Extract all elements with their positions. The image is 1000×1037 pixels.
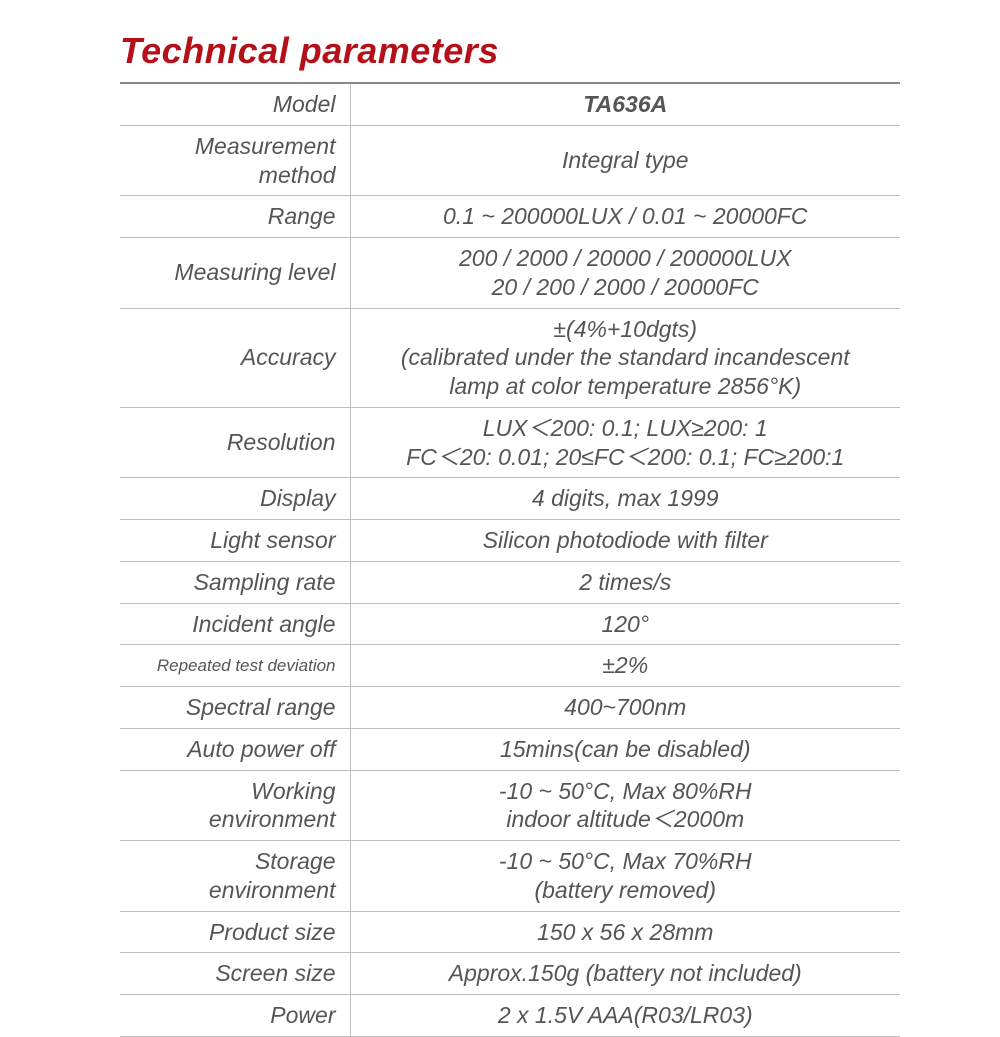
row-label: Accuracy (120, 308, 350, 407)
row-value-line: LUX＜200: 0.1; LUX≥200: 1 (365, 414, 887, 443)
row-value-line: Integral type (365, 146, 887, 175)
row-label: Product size (120, 911, 350, 953)
row-value: -10 ~ 50°C, Max 80%RHindoor altitude＜200… (350, 770, 900, 841)
row-value: 4 digits, max 1999 (350, 478, 900, 520)
row-label: Resolution (120, 407, 350, 478)
row-value: 2 x 1.5V AAA(R03/LR03) (350, 995, 900, 1037)
row-value-line: 2 times/s (365, 568, 887, 597)
table-row: Product size 150 x 56 x 28mm (120, 911, 900, 953)
row-label: Display (120, 478, 350, 520)
table-row: Power 2 x 1.5V AAA(R03/LR03) (120, 995, 900, 1037)
row-value-line: (battery removed) (365, 876, 887, 905)
row-value-line: 120° (365, 610, 887, 639)
row-value: TA636A (350, 83, 900, 125)
table-row: Measurement method Integral type (120, 125, 900, 196)
row-label: Working environment (120, 770, 350, 841)
row-value-line: ±2% (365, 651, 887, 680)
row-label: Sampling rate (120, 561, 350, 603)
row-label: Auto power off (120, 728, 350, 770)
row-label: Light sensor (120, 520, 350, 562)
table-row: Incident angle 120° (120, 603, 900, 645)
table-row: Measuring level200 / 2000 / 20000 / 2000… (120, 238, 900, 309)
row-label: Storage environment (120, 841, 350, 912)
row-value: 200 / 2000 / 20000 / 200000LUX20 / 200 /… (350, 238, 900, 309)
table-row: Storage environment-10 ~ 50°C, Max 70%RH… (120, 841, 900, 912)
row-value-line: -10 ~ 50°C, Max 70%RH (365, 847, 887, 876)
row-value-line: -10 ~ 50°C, Max 80%RH (365, 777, 887, 806)
row-value-line: 2 x 1.5V AAA(R03/LR03) (365, 1001, 887, 1030)
row-value: ±(4%+10dgts)(calibrated under the standa… (350, 308, 900, 407)
table-row: Sampling rate 2 times/s (120, 561, 900, 603)
row-value: ±2% (350, 645, 900, 687)
table-row: Display 4 digits, max 1999 (120, 478, 900, 520)
row-value-line: 15mins(can be disabled) (365, 735, 887, 764)
table-row: Working environment-10 ~ 50°C, Max 80%RH… (120, 770, 900, 841)
row-value: Silicon photodiode with filter (350, 520, 900, 562)
table-row: Spectral range 400~700nm (120, 687, 900, 729)
table-row: Screen size Approx.150g (battery not incl… (120, 953, 900, 995)
row-label: Spectral range (120, 687, 350, 729)
table-row: Range 0.1 ~ 200000LUX / 0.01 ~ 20000FC (120, 196, 900, 238)
page-title: Technical parameters (120, 30, 900, 72)
row-label: Power (120, 995, 350, 1037)
row-value-line: Approx.150g (battery not included) (365, 959, 887, 988)
row-value-line: 150 x 56 x 28mm (365, 918, 887, 947)
row-label: Range (120, 196, 350, 238)
row-label: Screen size (120, 953, 350, 995)
row-value-line: ±(4%+10dgts) (365, 315, 887, 344)
table-row: Repeated test deviation ±2% (120, 645, 900, 687)
row-value: 150 x 56 x 28mm (350, 911, 900, 953)
table-row: ResolutionLUX＜200: 0.1; LUX≥200: 1FC＜20:… (120, 407, 900, 478)
row-value-line: TA636A (365, 90, 887, 119)
row-value: -10 ~ 50°C, Max 70%RH(battery removed) (350, 841, 900, 912)
row-value-line: 4 digits, max 1999 (365, 484, 887, 513)
row-label: Incident angle (120, 603, 350, 645)
row-value-line: (calibrated under the standard incandesc… (365, 343, 887, 372)
row-value-line: indoor altitude＜2000m (365, 805, 887, 834)
row-value-line: 200 / 2000 / 20000 / 200000LUX (365, 244, 887, 273)
spec-table: Model TA636A Measurement method Integral ty… (120, 82, 900, 1037)
row-label: Repeated test deviation (120, 645, 350, 687)
row-value: 2 times/s (350, 561, 900, 603)
row-value: 400~700nm (350, 687, 900, 729)
table-row: Accuracy±(4%+10dgts)(calibrated under th… (120, 308, 900, 407)
row-value: LUX＜200: 0.1; LUX≥200: 1FC＜20: 0.01; 20≤… (350, 407, 900, 478)
row-value: 15mins(can be disabled) (350, 728, 900, 770)
row-label: Measuring level (120, 238, 350, 309)
row-value: Integral type (350, 125, 900, 196)
row-value-line: FC＜20: 0.01; 20≤FC＜200: 0.1; FC≥200:1 (365, 443, 887, 472)
row-value-line: 0.1 ~ 200000LUX / 0.01 ~ 20000FC (365, 202, 887, 231)
row-value-line: 20 / 200 / 2000 / 20000FC (365, 273, 887, 302)
row-value-line: lamp at color temperature 2856°K) (365, 372, 887, 401)
row-value-line: 400~700nm (365, 693, 887, 722)
row-value: Approx.150g (battery not included) (350, 953, 900, 995)
table-row: Auto power off 15mins(can be disabled) (120, 728, 900, 770)
table-row: Light sensor Silicon photodiode with filt… (120, 520, 900, 562)
row-label: Measurement method (120, 125, 350, 196)
row-value: 0.1 ~ 200000LUX / 0.01 ~ 20000FC (350, 196, 900, 238)
row-label: Model (120, 83, 350, 125)
table-row: Model TA636A (120, 83, 900, 125)
row-value: 120° (350, 603, 900, 645)
row-value-line: Silicon photodiode with filter (365, 526, 887, 555)
